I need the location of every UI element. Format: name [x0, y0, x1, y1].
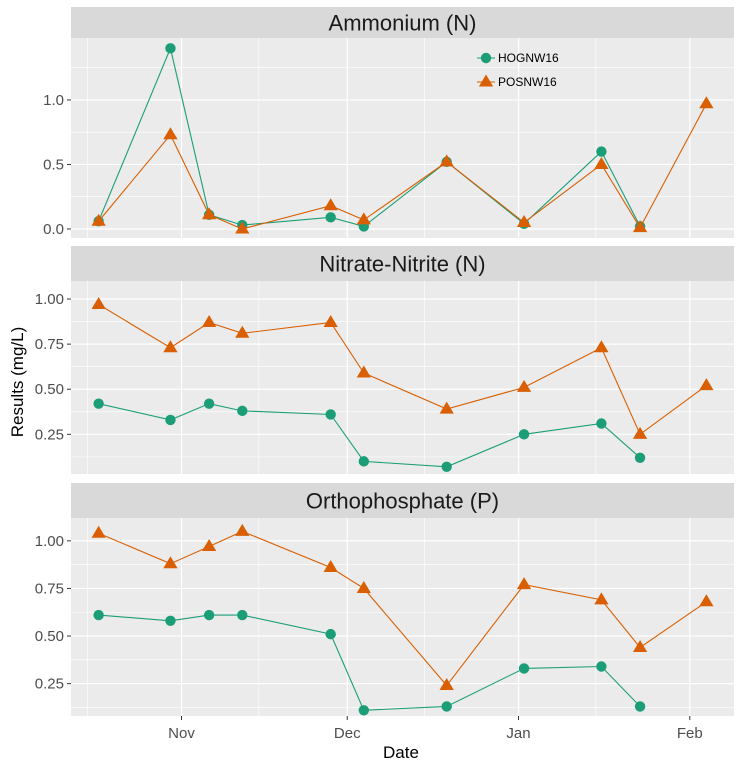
data-point-posnw16	[356, 580, 371, 593]
legend-label: POSNW16	[498, 75, 557, 89]
facet-strip	[71, 483, 734, 518]
y-tick-label: 0.75	[35, 580, 64, 597]
series-line-hognw16	[98, 403, 641, 468]
data-point-hognw16	[325, 212, 336, 223]
data-point-posnw16	[163, 127, 178, 140]
data-point-posnw16	[356, 212, 371, 225]
data-point-posnw16	[91, 525, 106, 538]
data-point-hognw16	[203, 609, 215, 621]
y-tick-label: 1.00	[35, 291, 64, 308]
data-point-posnw16	[235, 523, 250, 536]
data-point-hognw16	[237, 405, 248, 417]
data-point-hognw16	[203, 398, 215, 409]
data-point-hognw16	[165, 615, 176, 627]
data-point-posnw16	[439, 154, 454, 167]
y-tick-label: 1.00	[35, 533, 64, 550]
panel-background	[71, 281, 734, 474]
facet-strip	[71, 7, 734, 38]
data-point-posnw16	[91, 213, 106, 226]
data-point-hognw16	[518, 429, 530, 440]
series-line-hognw16	[98, 614, 641, 711]
data-point-hognw16	[358, 705, 370, 716]
data-point-posnw16	[356, 365, 371, 378]
y-tick-label: 0.25	[35, 676, 64, 693]
data-point-posnw16	[699, 96, 714, 109]
data-point-posnw16	[439, 401, 454, 414]
legend-key-triangle	[478, 74, 494, 87]
facet-title: Orthophosphate (P)	[306, 489, 499, 514]
data-point-posnw16	[163, 556, 178, 569]
data-point-posnw16	[202, 207, 217, 220]
data-point-posnw16	[323, 314, 338, 327]
data-point-hognw16	[325, 628, 336, 640]
legend: HOGNW16 POSNW16	[477, 51, 559, 89]
data-point-posnw16	[323, 198, 338, 211]
data-point-hognw16	[441, 461, 452, 472]
data-point-hognw16	[237, 609, 248, 621]
data-point-posnw16	[632, 426, 648, 439]
data-point-posnw16	[235, 221, 250, 234]
facet-title: Nitrate-Nitrite (N)	[319, 252, 485, 277]
legend-key-circle	[480, 52, 492, 64]
y-tick-label: 0.0	[43, 221, 64, 238]
data-point-posnw16	[594, 156, 609, 169]
data-point-hognw16	[165, 414, 176, 426]
data-point-posnw16	[594, 592, 609, 605]
data-point-posnw16	[439, 678, 454, 691]
x-tick-label: Dec	[334, 725, 361, 742]
x-axis: Nov Dec Jan Feb	[168, 716, 703, 742]
data-point-hognw16	[596, 661, 607, 672]
data-point-posnw16	[516, 577, 532, 590]
data-point-posnw16	[91, 296, 106, 309]
x-axis-title: Date	[383, 743, 419, 762]
y-axis-title: Results (mg/L)	[8, 327, 27, 438]
data-point-hognw16	[596, 146, 607, 157]
x-tick-label: Jan	[506, 725, 530, 742]
data-point-posnw16	[202, 539, 217, 552]
data-point-posnw16	[699, 594, 714, 607]
data-point-hognw16	[634, 701, 646, 712]
data-point-posnw16	[235, 325, 250, 338]
data-point-posnw16	[699, 378, 714, 391]
data-point-posnw16	[202, 314, 217, 327]
data-point-posnw16	[632, 639, 648, 652]
data-point-hognw16	[441, 701, 452, 712]
x-tick-label: Feb	[677, 725, 703, 742]
y-tick-label: 1.0	[43, 92, 64, 109]
data-point-hognw16	[325, 409, 336, 420]
data-point-hognw16	[358, 456, 370, 467]
data-point-hognw16	[596, 418, 607, 429]
data-point-posnw16	[163, 340, 178, 353]
y-tick-label: 0.25	[35, 426, 64, 443]
data-point-hognw16	[518, 663, 530, 674]
y-tick-label: 0.50	[35, 628, 64, 645]
y-tick-label: 0.50	[35, 381, 64, 398]
data-point-hognw16	[93, 398, 104, 409]
data-point-hognw16	[634, 452, 646, 463]
data-point-hognw16	[93, 609, 104, 621]
data-point-posnw16	[516, 215, 532, 228]
data-point-hognw16	[165, 43, 176, 54]
data-point-posnw16	[516, 379, 532, 392]
data-point-posnw16	[632, 220, 648, 233]
y-tick-label: 0.5	[43, 156, 64, 173]
series-line-hognw16	[98, 46, 641, 227]
facets-layer: Ammonium (N) 0.0 0.5 1.0 Nitrate-Nitrite (N)…	[35, 7, 734, 716]
legend-label: HOGNW16	[498, 51, 559, 65]
facet-strip	[71, 246, 734, 281]
y-tick-label: 0.75	[35, 336, 64, 353]
facet-panel: Orthophosphate (P) 0.25 0.50 0.75 1.00	[35, 483, 734, 716]
facet-title: Ammonium (N)	[329, 11, 477, 36]
x-tick-label: Nov	[168, 725, 195, 742]
facet-panel: Nitrate-Nitrite (N) 0.25 0.50 0.75 1.00	[35, 246, 734, 474]
data-point-posnw16	[323, 560, 338, 572]
facet-panel: Ammonium (N) 0.0 0.5 1.0	[43, 7, 734, 238]
data-point-posnw16	[594, 340, 609, 353]
